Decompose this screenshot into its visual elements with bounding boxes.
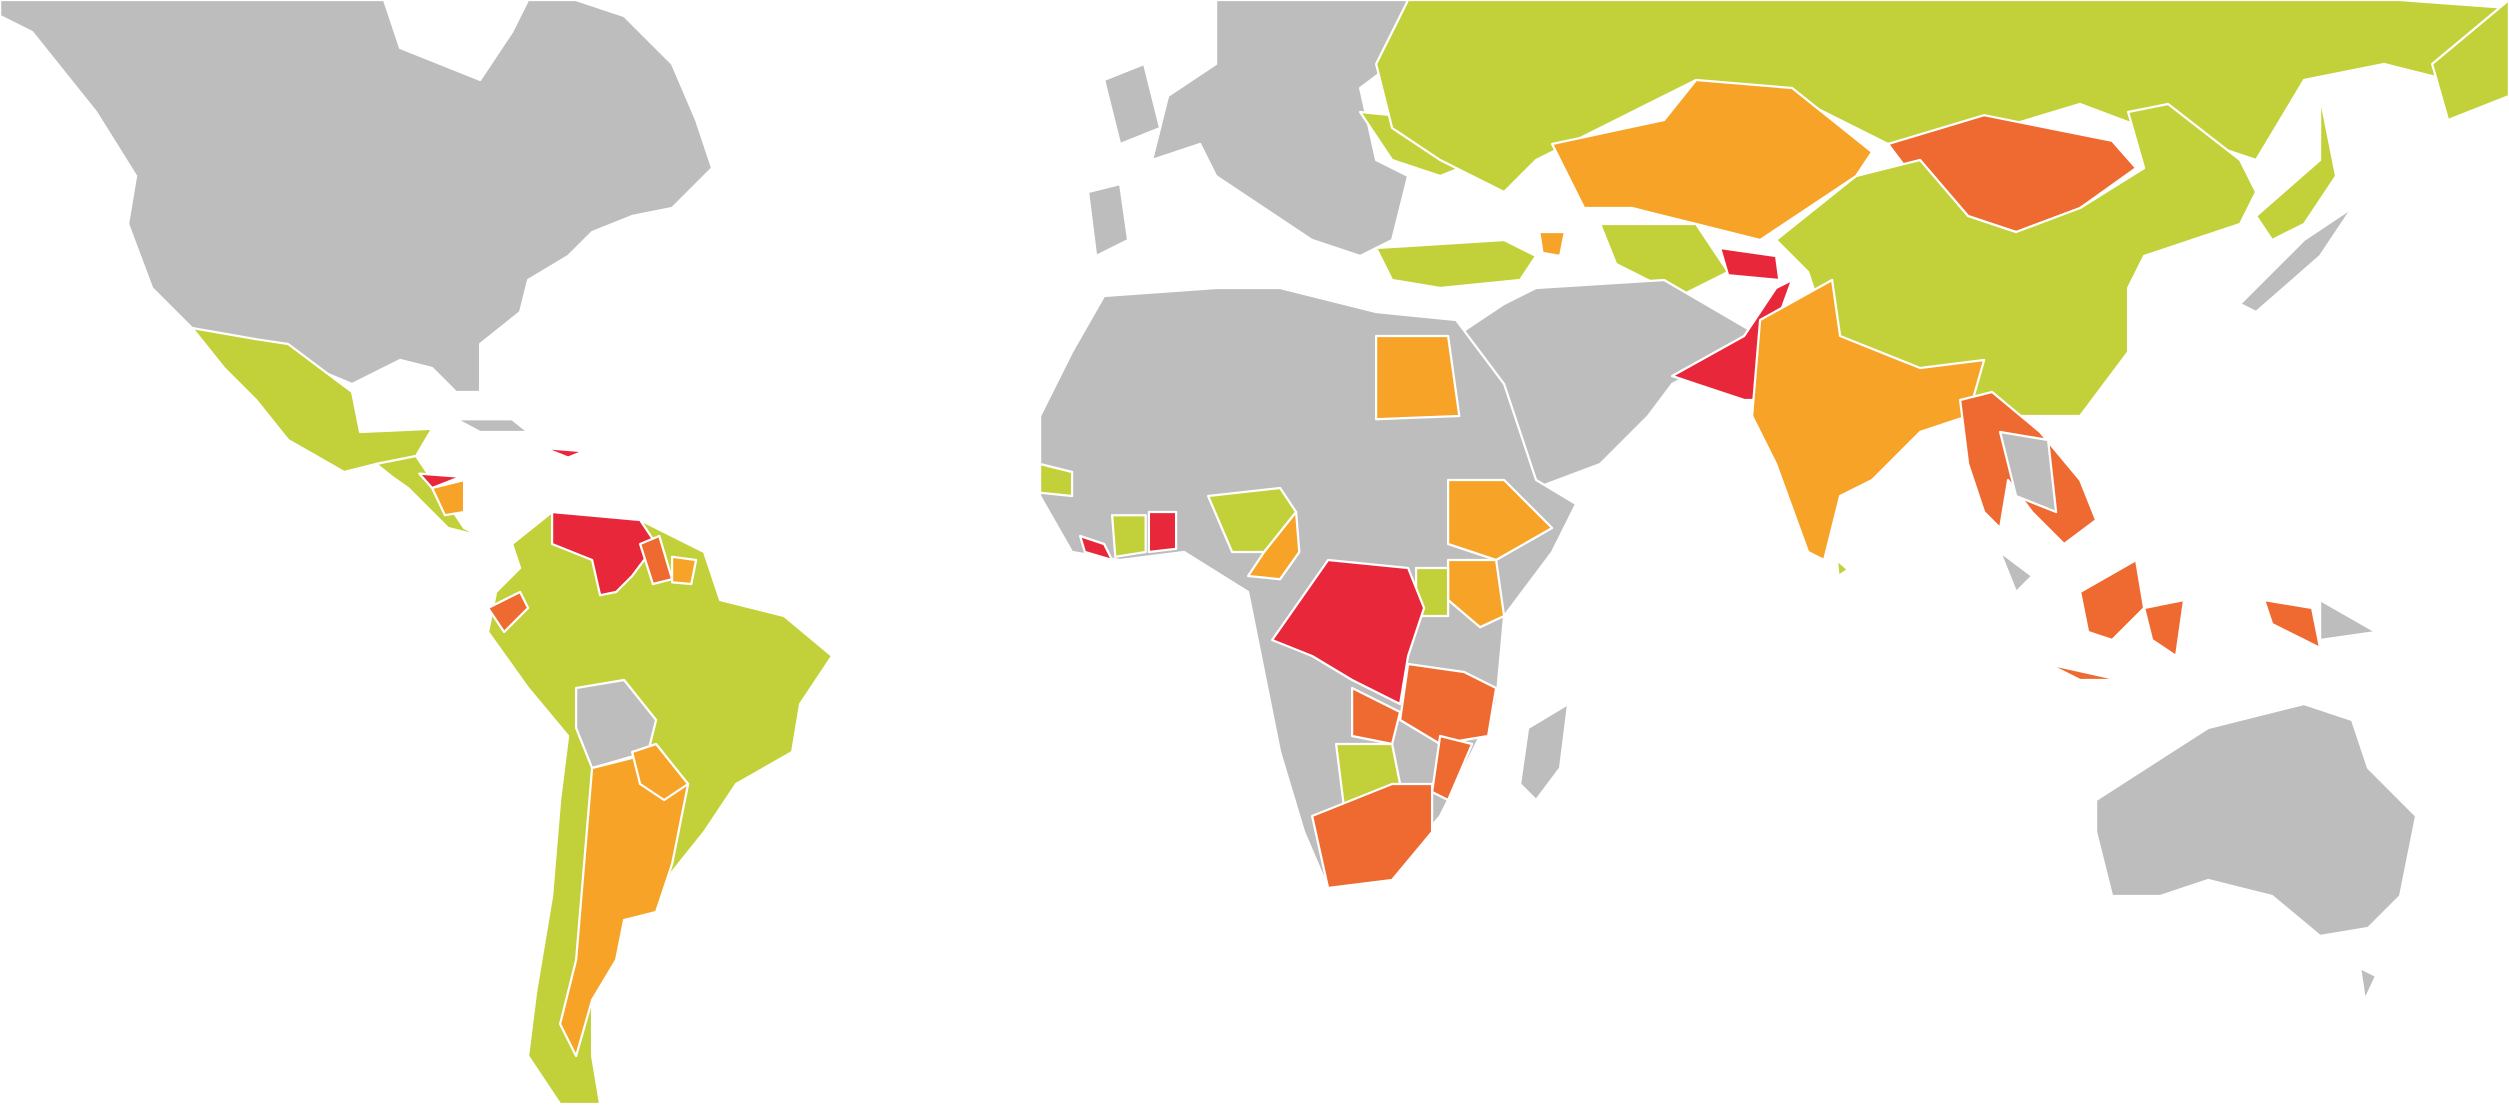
country bbox=[0, 0, 714, 394]
country bbox=[550, 510, 658, 597]
country bbox=[1518, 702, 1570, 802]
country bbox=[1102, 62, 1162, 146]
country bbox=[1147, 510, 1178, 554]
country bbox=[670, 555, 698, 586]
country bbox=[1718, 246, 1781, 282]
country bbox=[1246, 510, 1301, 581]
country bbox=[1998, 430, 2058, 514]
country bbox=[2078, 558, 2146, 642]
country bbox=[1110, 514, 1147, 558]
country bbox=[1086, 182, 1130, 258]
country bbox=[2318, 598, 2378, 642]
country bbox=[454, 418, 530, 434]
country bbox=[1750, 278, 1986, 562]
country bbox=[2358, 966, 2378, 1002]
country bbox=[430, 478, 466, 517]
country bbox=[1078, 534, 1114, 562]
country bbox=[418, 472, 463, 490]
country bbox=[542, 446, 586, 459]
country bbox=[1374, 334, 1461, 421]
country bbox=[1538, 230, 1567, 258]
country bbox=[2142, 598, 2186, 658]
country bbox=[1446, 478, 1554, 562]
country bbox=[1038, 462, 1074, 498]
country bbox=[374, 454, 482, 538]
country bbox=[1598, 222, 1730, 298]
country bbox=[1374, 238, 1538, 290]
country bbox=[2238, 206, 2354, 314]
country bbox=[1550, 78, 1874, 242]
country bbox=[1998, 550, 2034, 594]
country bbox=[2262, 598, 2322, 650]
country bbox=[486, 590, 530, 634]
country bbox=[1398, 662, 1498, 746]
country bbox=[1835, 558, 1850, 578]
country bbox=[2254, 94, 2338, 242]
country bbox=[1430, 734, 1474, 802]
country bbox=[1270, 558, 1426, 706]
country bbox=[1310, 782, 1434, 890]
country bbox=[2046, 662, 2122, 682]
country bbox=[630, 742, 690, 802]
country bbox=[2094, 702, 2418, 938]
